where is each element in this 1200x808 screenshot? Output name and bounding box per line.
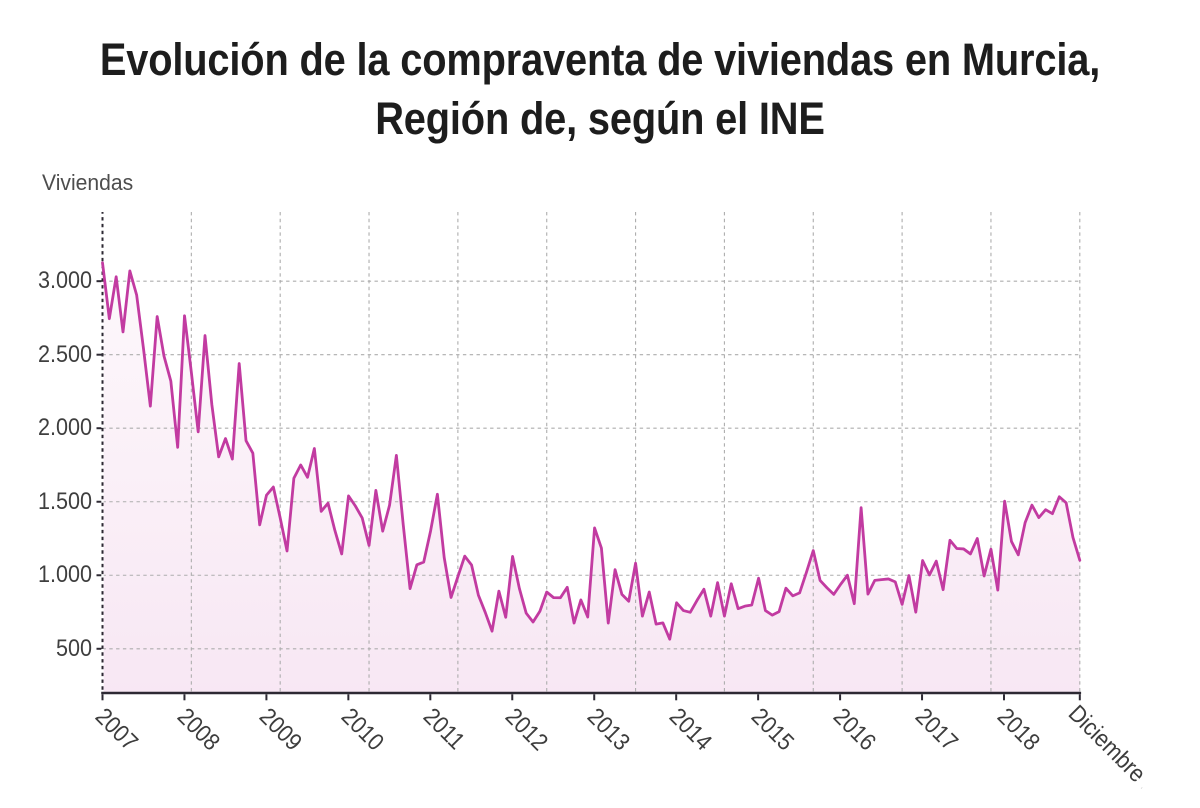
x-tick-label: 2018 — [991, 703, 1045, 757]
chart-title-line1: Evolución de la compraventa de viviendas… — [99, 34, 1101, 85]
x-tick-label: 2011 — [417, 703, 470, 756]
x-tick-label: 2016 — [827, 703, 881, 757]
chart-title: Evolución de la compraventa de viviendas… — [69, 30, 1131, 148]
x-tick-label: 2010 — [335, 703, 390, 757]
x-tick-label: Diciembre 2018 — [1063, 699, 1146, 808]
x-tick-label: 2007 — [90, 703, 144, 757]
chart-title-line2: Región de, según el INE — [375, 93, 825, 144]
series-area — [102, 262, 1080, 693]
y-tick-label: 2.500 — [37, 340, 92, 368]
series-line — [101, 261, 1082, 641]
x-tick-label: 2008 — [172, 703, 226, 757]
y-tick-label: 2.000 — [37, 414, 92, 442]
x-tick-label: 2015 — [745, 703, 799, 757]
y-axis-title: Viviendas — [42, 170, 134, 195]
x-tick-label: 2009 — [254, 703, 308, 757]
x-tick-label: 2017 — [909, 703, 963, 757]
x-tick-label: 2014 — [663, 703, 717, 757]
y-tick-label: 1.500 — [37, 487, 92, 515]
y-tick-label: 3.000 — [37, 267, 92, 295]
axis-labels-layer: 3.000 2.500 2.000 1.500 1.000 500 2007 2008 2009… — [37, 267, 1146, 808]
x-tick-label: 2012 — [499, 703, 553, 757]
y-tick-label: 1.000 — [37, 561, 92, 589]
y-tick-label: 500 — [55, 634, 92, 662]
x-tick-label: 2013 — [581, 703, 635, 757]
